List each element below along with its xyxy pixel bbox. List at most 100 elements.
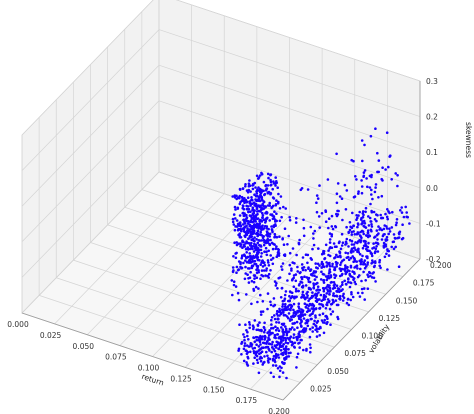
data-point [275, 181, 279, 185]
data-point [392, 233, 396, 236]
data-point [278, 235, 281, 238]
data-point [349, 264, 353, 268]
data-point [366, 256, 369, 260]
data-point [236, 207, 240, 210]
data-point [247, 281, 251, 284]
data-point [361, 215, 365, 219]
data-point [338, 294, 342, 298]
data-point [292, 285, 296, 289]
grid-line-y [73, 259, 335, 348]
data-point [325, 264, 329, 267]
data-point [358, 253, 362, 256]
data-point [255, 174, 259, 178]
data-point [328, 261, 331, 265]
data-point [346, 280, 350, 284]
data-point [324, 295, 328, 298]
data-point [272, 375, 276, 379]
data-point [341, 288, 344, 291]
data-point [373, 190, 377, 194]
data-point [320, 270, 323, 274]
data-point [281, 362, 285, 365]
data-point [279, 312, 283, 316]
y-tick-label: 0.125 [379, 314, 401, 323]
data-point [331, 298, 335, 302]
data-point [274, 204, 278, 207]
data-point [359, 262, 363, 266]
data-point [245, 361, 248, 364]
data-point [281, 262, 285, 265]
data-point [347, 303, 351, 307]
data-point [317, 215, 321, 218]
z-tick-label: -0.2 [426, 255, 441, 264]
data-point [338, 267, 342, 270]
data-point [295, 253, 298, 257]
data-point [281, 353, 285, 357]
data-point [345, 301, 349, 305]
data-point [267, 336, 270, 340]
data-point [253, 217, 256, 220]
data-point [327, 272, 331, 275]
data-point [241, 187, 245, 190]
data-point [298, 307, 301, 310]
data-point [347, 258, 351, 262]
data-point [246, 267, 250, 270]
data-point [295, 320, 299, 324]
data-point [235, 251, 238, 255]
data-point [257, 345, 261, 348]
data-point [283, 305, 287, 308]
data-point [248, 179, 251, 182]
data-point [272, 215, 276, 218]
data-point [388, 230, 392, 233]
data-point [271, 364, 275, 367]
data-point [261, 203, 264, 207]
data-point [263, 334, 267, 338]
data-point [358, 295, 362, 298]
data-point [354, 248, 357, 252]
data-point [387, 232, 391, 236]
data-point [299, 311, 303, 314]
data-point [387, 210, 390, 213]
data-point [285, 315, 289, 318]
data-point [279, 195, 283, 198]
data-point [295, 217, 298, 220]
data-point [375, 219, 378, 223]
data-point [321, 312, 325, 316]
data-point [238, 202, 242, 206]
data-point [243, 234, 246, 238]
data-point [355, 178, 358, 181]
data-point [321, 305, 325, 308]
data-point [232, 280, 236, 284]
data-point [369, 134, 373, 138]
data-point [251, 347, 255, 350]
data-point [300, 308, 303, 311]
data-point [315, 210, 319, 214]
data-point [247, 237, 250, 240]
data-point [299, 315, 303, 319]
data-point [261, 341, 265, 345]
data-point [394, 237, 397, 240]
data-point [360, 279, 363, 283]
data-point [392, 247, 396, 251]
data-point [385, 131, 389, 134]
data-point [324, 220, 328, 223]
data-point [370, 173, 373, 177]
data-point [253, 223, 256, 226]
data-point [316, 330, 319, 333]
data-point [267, 190, 271, 194]
data-point [309, 313, 312, 317]
data-point [268, 201, 272, 205]
data-point [352, 271, 356, 274]
data-point [248, 247, 252, 251]
data-point [401, 223, 404, 226]
data-point [249, 342, 253, 345]
data-point [338, 250, 341, 253]
data-point [250, 264, 254, 268]
data-point [281, 339, 285, 342]
data-point [235, 225, 239, 228]
data-point [290, 315, 294, 318]
z-tick-label: 0.3 [426, 77, 438, 86]
data-point [376, 214, 379, 217]
data-point [245, 251, 248, 254]
data-point [292, 336, 295, 340]
data-point [303, 313, 307, 316]
